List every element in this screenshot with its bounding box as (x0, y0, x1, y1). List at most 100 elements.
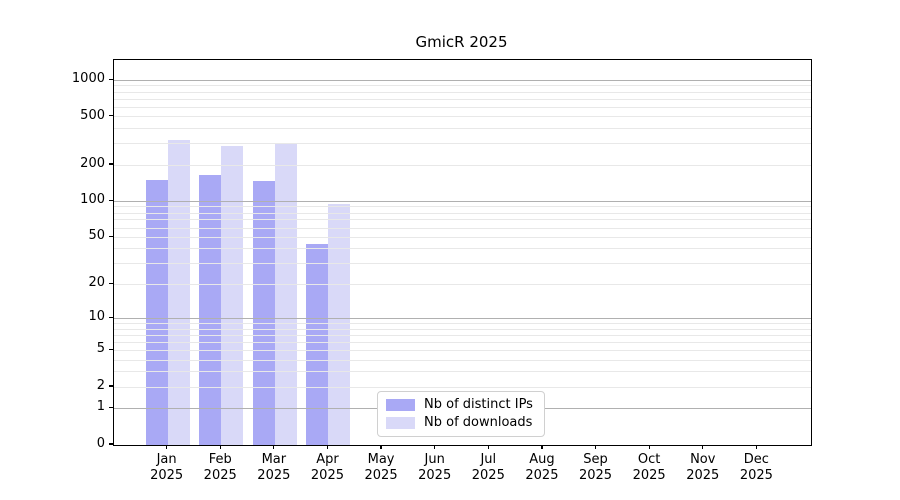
x-tick-year: 2025 (632, 467, 666, 483)
y-tick-mark (109, 163, 113, 165)
minor-gridline (114, 219, 811, 221)
y-tick-label: 100 (80, 192, 105, 208)
bar-distinct-ips (306, 244, 329, 445)
bar-distinct-ips (252, 181, 275, 445)
bar-distinct-ips (145, 180, 168, 445)
minor-gridline (114, 227, 811, 229)
minor-gridline (114, 116, 811, 118)
x-tick-mark (380, 445, 382, 449)
legend-label-distinct-ips: Nb of distinct IPs (424, 397, 533, 412)
major-gridline (114, 317, 811, 319)
x-tick-mark (755, 445, 757, 449)
x-tick-label: Oct 2025 (619, 452, 679, 483)
y-tick-mark (109, 282, 113, 284)
bar-downloads (274, 143, 297, 445)
x-tick-mark (219, 445, 221, 449)
x-tick-month: Sep (583, 452, 608, 467)
y-tick-mark (109, 115, 113, 117)
y-tick-mark (109, 348, 113, 350)
y-tick-label: 10 (88, 309, 105, 325)
x-tick-label: May 2025 (351, 452, 411, 483)
x-tick-mark (326, 445, 329, 449)
minor-gridline (114, 206, 811, 208)
x-tick-month: Jul (480, 452, 497, 467)
y-tick-label: 5 (96, 341, 105, 357)
legend-swatch-distinct-ips (386, 398, 415, 411)
x-tick-mark (541, 445, 543, 449)
y-tick-label: 1000 (71, 71, 105, 87)
x-tick-label: Feb 2025 (190, 452, 250, 483)
y-tick-mark (109, 199, 113, 201)
x-tick-label: Jul 2025 (458, 452, 518, 483)
major-gridline (114, 79, 811, 81)
bar-downloads (328, 204, 351, 445)
x-tick-year: 2025 (578, 467, 613, 483)
y-tick-label: 50 (88, 228, 105, 244)
x-tick-year: 2025 (364, 467, 398, 483)
minor-gridline (114, 98, 811, 100)
x-tick-year: 2025 (525, 467, 559, 483)
x-tick-label: Dec 2025 (726, 452, 786, 483)
x-tick-year: 2025 (471, 467, 505, 483)
x-tick-label: Nov 2025 (673, 452, 733, 483)
minor-gridline (114, 212, 811, 214)
x-tick-mark (273, 445, 275, 449)
minor-gridline (114, 143, 811, 145)
x-tick-year: 2025 (686, 467, 720, 483)
x-tick-label: Mar 2025 (244, 452, 304, 483)
x-tick-mark (487, 445, 489, 449)
minor-gridline (114, 334, 811, 336)
minor-gridline (114, 322, 811, 324)
legend-swatch-downloads (386, 416, 415, 429)
x-tick-month: Jun (424, 452, 445, 467)
x-tick-mark (434, 445, 436, 449)
legend: Nb of distinct IPs Nb of downloads (377, 391, 545, 437)
minor-gridline (114, 328, 811, 330)
x-tick-year: 2025 (257, 467, 291, 483)
legend-item-distinct-ips: Nb of distinct IPs (386, 397, 533, 412)
minor-gridline (114, 371, 811, 373)
y-tick-label: 200 (80, 156, 105, 172)
x-tick-label: Jan 2025 (137, 452, 197, 483)
minor-gridline (114, 283, 811, 285)
y-tick-mark (109, 235, 113, 238)
x-tick-year: 2025 (418, 467, 452, 483)
minor-gridline (114, 248, 811, 250)
x-tick-year: 2025 (310, 467, 344, 483)
y-tick-label: 2 (96, 378, 105, 393)
y-tick-mark (109, 406, 113, 408)
minor-gridline (114, 386, 811, 388)
y-tick-mark (109, 443, 113, 445)
x-tick-month: Dec (743, 452, 769, 467)
chart-title: GmicR 2025 (415, 33, 508, 51)
y-tick-mark (109, 316, 113, 318)
minor-gridline (114, 164, 811, 166)
bar-downloads (167, 140, 190, 445)
y-tick-label: 500 (80, 107, 105, 123)
y-tick-label: 1 (96, 399, 105, 415)
x-tick-month: Apr (316, 452, 339, 467)
x-tick-year: 2025 (203, 467, 237, 483)
minor-gridline (114, 359, 811, 361)
x-tick-label: Sep 2025 (566, 452, 626, 483)
major-gridline (114, 200, 811, 202)
x-tick-month: May (367, 452, 395, 467)
x-tick-mark (648, 445, 650, 449)
x-tick-month: Feb (208, 452, 232, 467)
y-tick-mark (109, 385, 113, 387)
x-tick-year: 2025 (150, 467, 184, 483)
x-tick-month: Oct (637, 452, 661, 467)
x-tick-year: 2025 (739, 467, 773, 483)
minor-gridline (114, 349, 811, 351)
plot-area (113, 59, 812, 446)
x-tick-month: Nov (690, 452, 716, 467)
x-tick-month: Aug (529, 452, 555, 467)
minor-gridline (114, 263, 811, 265)
x-tick-mark (702, 445, 704, 449)
bar-downloads (221, 145, 244, 445)
legend-label-downloads: Nb of downloads (424, 415, 533, 430)
x-tick-mark (166, 445, 168, 449)
y-tick-label: 20 (88, 275, 105, 291)
minor-gridline (114, 236, 811, 238)
legend-item-downloads: Nb of downloads (386, 415, 533, 430)
